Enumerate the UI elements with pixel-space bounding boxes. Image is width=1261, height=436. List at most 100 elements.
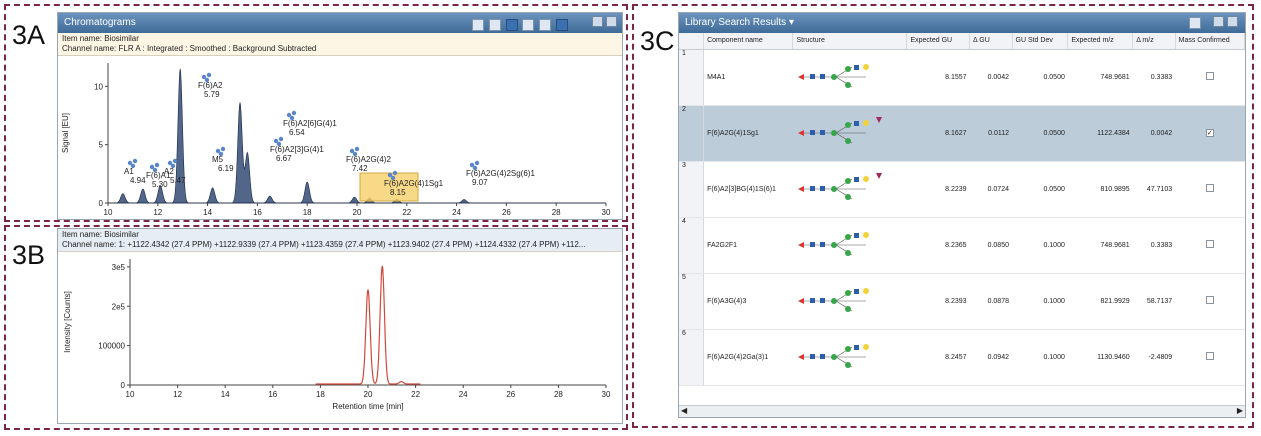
glycan-glyph (273, 138, 279, 144)
glycan-sialic (875, 173, 882, 179)
mass-confirmed-checkbox[interactable] (1205, 72, 1214, 80)
delta-mz-cell: 0.3383 (1132, 217, 1176, 274)
component-name-cell: F(6)A2G(4)1Sg1 (703, 105, 793, 162)
row-number: 4 (679, 217, 705, 274)
glycan-fucose (797, 242, 804, 248)
scroll-right-icon[interactable]: ▶ (1236, 406, 1243, 415)
delta-mz-cell: 47.7103 (1132, 161, 1176, 218)
glycan-glyph (130, 163, 136, 169)
glycan-glyph (152, 167, 158, 173)
glycan-glyph (218, 151, 224, 157)
glycan-square (853, 289, 859, 294)
move-icon[interactable] (555, 19, 568, 32)
x-tick-label: 24 (452, 208, 461, 217)
x-tick-label: 28 (552, 208, 561, 217)
glycan-glyph (390, 175, 396, 181)
glycan-square (853, 177, 859, 182)
settings-icon[interactable] (1189, 17, 1201, 29)
glycan-circle (844, 82, 851, 88)
y-tick-label: 10 (94, 82, 103, 91)
layers-icon[interactable] (539, 19, 552, 32)
x-tick-label: 10 (126, 390, 135, 399)
glycan-square (819, 242, 825, 247)
glycan-circle (862, 232, 869, 238)
table-row[interactable]: 1 M4A1 8.1557 0.0042 0.0500 748.9681 0.3383 (679, 49, 1245, 106)
row-number: 1 (679, 49, 705, 106)
mass-confirmed-cell (1175, 329, 1245, 386)
glycan-structure-icon (797, 64, 869, 88)
library-minimize-button[interactable] (1213, 16, 1224, 27)
expected-mz-cell: 1122.4384 (1067, 105, 1133, 162)
export-icon[interactable] (488, 19, 501, 32)
column-header-expected-gu[interactable]: Expected GU (906, 33, 971, 50)
y-axis-label: Signal [EU] (61, 113, 70, 153)
x-tick-label: 30 (602, 390, 611, 399)
column-header-mass-confirmed[interactable]: Mass Confirmed (1175, 33, 1246, 50)
glycan-fucose (797, 186, 804, 192)
scroll-left-icon[interactable]: ◀ (681, 406, 688, 415)
component-name-cell: F(6)A3G(4)3 (703, 273, 793, 330)
mass-confirmed-checkbox[interactable]: ✓ (1205, 129, 1214, 137)
glycan-square (853, 345, 859, 350)
panel-label-3c: 3C (640, 26, 675, 56)
table-row[interactable]: 5 F(6)A3G(4)3 8.2393 0.0878 0.1000 821.9929 58… (679, 273, 1245, 330)
minimize-button[interactable] (592, 16, 603, 27)
zoom-icon[interactable] (472, 19, 484, 32)
glycan-square (809, 186, 815, 191)
table-icon[interactable] (522, 19, 535, 32)
component-name-cell: F(6)A2G(4)2Ga(3)1 (703, 329, 793, 386)
peak-label-rt: 4.94 (130, 176, 146, 185)
column-header-delta-mz[interactable]: Δ m/z (1132, 33, 1176, 50)
horizontal-scrollbar[interactable]: ◀ ▶ (679, 405, 1245, 417)
column-header-expected-mz[interactable]: Expected m/z (1067, 33, 1134, 50)
table-row[interactable]: 2 F(6)A2G(4)1Sg1 8.1627 0.0112 0.0500 1122.43… (679, 105, 1245, 162)
glycan-circle (844, 290, 851, 296)
delta-gu-cell: 0.0850 (969, 217, 1012, 274)
library-maximize-button[interactable] (1227, 16, 1238, 27)
column-header-gu-std-dev[interactable]: GU Std Dev (1012, 33, 1069, 50)
mass-confirmed-checkbox[interactable] (1205, 240, 1214, 248)
table-row[interactable]: 4 FA2G2F1 8.2365 0.0850 0.1000 748.9681 0.3383 (679, 217, 1245, 274)
mass-chromatogram-chart: 10 12 14 16 18 20 22 24 26 28 30 0 100000 2e5 3e5 Inten… (63, 259, 611, 411)
glycan-square (809, 130, 815, 135)
structure-cell (792, 329, 907, 386)
gu-std-dev-cell: 0.1000 (1012, 329, 1068, 386)
x-tick-label: 22 (402, 208, 411, 217)
delta-gu-cell: 0.0112 (969, 105, 1012, 162)
column-header-delta-gu[interactable]: Δ GU (969, 33, 1013, 50)
glycan-fucose (797, 298, 804, 304)
structure-cell (792, 49, 907, 106)
table-row[interactable]: 3 F(6)A2[3]BG(4)1S(6)1 8.2239 0.0724 0.0500 8… (679, 161, 1245, 218)
library-search-window: Library Search Results ▾ Component name S… (678, 12, 1246, 418)
x-tick-label: 24 (459, 390, 468, 399)
glycan-glyph (278, 136, 284, 142)
library-title-bar[interactable]: Library Search Results ▾ (679, 13, 1245, 33)
glycan-glyph (154, 162, 160, 168)
glycan-circle (844, 194, 851, 200)
table-row[interactable]: 6 F(6)A2G(4)2Ga(3)1 8.2457 0.0942 0.1000 1130… (679, 329, 1245, 386)
peak-label-name: F(6)A2[3]G(4)1 (270, 145, 324, 154)
dropdown-chevron-icon[interactable]: ▾ (788, 17, 794, 28)
panel-3c-frame (632, 4, 1254, 428)
x-tick-label: 18 (303, 208, 312, 217)
x-tick-label: 10 (104, 208, 113, 217)
peak-label-rt: 7.42 (352, 164, 368, 173)
maximize-button[interactable] (606, 16, 617, 27)
column-header-component-name[interactable]: Component name (703, 33, 794, 50)
mass-confirmed-checkbox[interactable] (1205, 352, 1214, 360)
mass-confirmed-checkbox[interactable] (1205, 296, 1214, 304)
library-title: Library Search Results (685, 17, 787, 28)
component-name-cell: M4A1 (703, 49, 793, 106)
glycan-fucose (797, 74, 804, 80)
mass-confirmed-checkbox[interactable] (1205, 184, 1214, 192)
glycan-circle (844, 362, 851, 368)
peak-label-name: F(6)A2G(4)2 (346, 155, 391, 164)
structure-cell (792, 161, 907, 218)
chromatograms-title-bar[interactable]: Chromatograms (58, 13, 622, 33)
chromatograms-title: Chromatograms (64, 17, 136, 28)
column-header-structure[interactable]: Structure (792, 33, 908, 50)
refresh-icon[interactable] (505, 19, 518, 32)
y-tick-label: 100000 (98, 342, 125, 351)
y-tick-label: 0 (99, 199, 104, 208)
glycan-square (853, 65, 859, 70)
